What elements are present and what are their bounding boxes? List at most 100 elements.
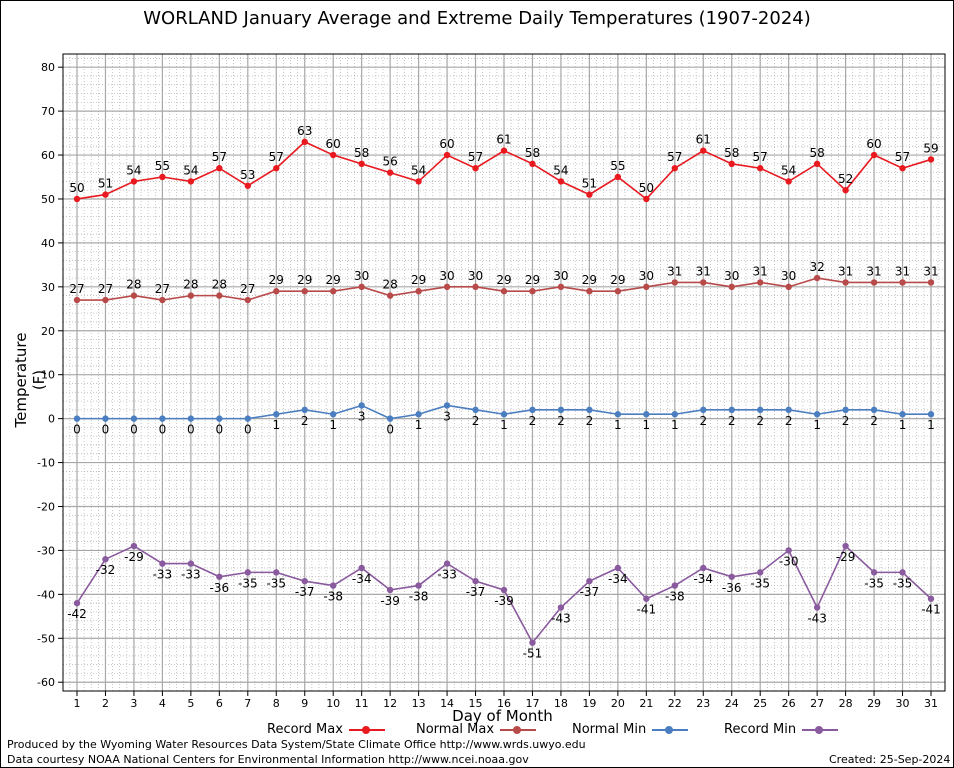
data-point-normal-max xyxy=(130,292,138,299)
data-point-record-max xyxy=(159,173,166,181)
data-label-record-min: -34 xyxy=(608,572,628,586)
data-label-normal-max: 29 xyxy=(411,273,426,287)
data-point-record-min xyxy=(73,599,81,607)
data-point-record-max xyxy=(728,160,735,168)
data-point-normal-max xyxy=(386,292,394,299)
data-label-normal-min: 0 xyxy=(102,423,110,437)
data-label-record-max: 58 xyxy=(724,146,739,160)
data-point-record-min xyxy=(159,560,166,567)
data-label-record-min: -35 xyxy=(266,576,286,590)
data-point-record-min xyxy=(899,569,906,576)
data-point-normal-min xyxy=(244,415,251,422)
y-tick-label: -20 xyxy=(37,500,55,513)
data-label-normal-max: 32 xyxy=(809,260,824,274)
data-point-normal-min xyxy=(671,411,678,418)
data-label-normal-min: 0 xyxy=(216,423,224,437)
footer-created-date: Created: 25-Sep-2024 xyxy=(829,753,951,766)
x-tick-label: 16 xyxy=(497,697,511,710)
data-label-record-max: 57 xyxy=(212,150,227,164)
data-label-record-min: -35 xyxy=(864,576,884,590)
data-label-normal-min: 2 xyxy=(529,414,537,428)
data-label-record-max: 57 xyxy=(753,150,768,164)
data-point-record-max xyxy=(899,165,906,172)
data-point-normal-max xyxy=(899,279,906,286)
data-point-record-min xyxy=(557,604,565,611)
data-point-normal-min xyxy=(273,411,280,418)
legend-item-record-min: Record Min xyxy=(724,722,839,737)
legend-marker-normal-min xyxy=(665,725,674,734)
data-point-normal-min xyxy=(728,406,735,414)
data-point-record-max xyxy=(216,165,223,172)
data-label-normal-min: 1 xyxy=(614,418,622,432)
data-point-normal-max xyxy=(102,296,109,304)
data-point-normal-min xyxy=(586,406,593,414)
data-label-normal-min: 2 xyxy=(699,414,707,428)
data-point-normal-min xyxy=(358,402,365,409)
data-label-normal-min: 2 xyxy=(728,414,736,428)
data-point-normal-max xyxy=(728,283,735,291)
data-label-record-max: 61 xyxy=(496,133,511,147)
data-point-normal-min xyxy=(330,411,337,418)
data-point-record-min xyxy=(785,547,792,554)
data-label-normal-min: 1 xyxy=(643,418,651,432)
data-point-normal-min xyxy=(899,411,906,418)
data-point-normal-max xyxy=(842,279,849,286)
data-label-record-max: 57 xyxy=(269,150,284,164)
data-label-record-min: -39 xyxy=(380,594,400,608)
data-label-record-max: 51 xyxy=(98,177,113,191)
data-label-record-min: -36 xyxy=(210,581,230,595)
data-point-normal-max xyxy=(870,279,878,286)
data-point-record-min xyxy=(728,573,735,580)
legend-marker-record-min xyxy=(815,725,824,734)
data-point-normal-min xyxy=(643,411,650,418)
data-point-record-min xyxy=(216,573,223,580)
data-point-normal-max xyxy=(244,296,251,304)
data-label-record-min: -42 xyxy=(67,607,87,621)
data-point-normal-max xyxy=(273,288,280,295)
y-tick-label: 50 xyxy=(41,193,55,206)
data-point-record-min xyxy=(757,569,764,576)
x-tick-label: 15 xyxy=(469,697,483,710)
x-tick-label: 20 xyxy=(611,697,625,710)
data-point-record-max xyxy=(785,178,792,185)
data-point-normal-min xyxy=(813,411,821,418)
legend-marker-normal-max xyxy=(513,725,522,734)
y-tick-label: 60 xyxy=(41,149,55,162)
data-point-record-max xyxy=(813,160,821,168)
data-point-record-max xyxy=(472,165,479,172)
x-tick-label: 5 xyxy=(187,697,194,710)
data-label-normal-max: 30 xyxy=(724,269,739,283)
data-label-record-min: -41 xyxy=(637,603,657,617)
y-tick-label: -60 xyxy=(37,676,55,689)
data-label-normal-max: 28 xyxy=(126,278,141,292)
legend-marker-record-max xyxy=(361,725,370,734)
data-point-record-max xyxy=(500,147,508,154)
data-point-normal-max xyxy=(358,283,365,291)
x-tick-label: 27 xyxy=(810,697,824,710)
x-tick-label: 18 xyxy=(554,697,568,710)
data-label-record-max: 57 xyxy=(468,150,483,164)
x-tick-label: 2 xyxy=(102,697,109,710)
y-tick-label: -40 xyxy=(37,588,55,601)
data-label-normal-max: 29 xyxy=(610,273,625,287)
data-point-record-max xyxy=(700,147,707,154)
data-label-normal-min: 2 xyxy=(785,414,793,428)
data-point-record-max xyxy=(870,151,878,159)
data-label-normal-max: 31 xyxy=(923,264,938,278)
x-tick-label: 17 xyxy=(525,697,539,710)
data-label-record-min: -37 xyxy=(295,585,315,599)
y-tick-label: 70 xyxy=(41,105,55,118)
data-point-record-max xyxy=(415,178,422,185)
data-point-normal-max xyxy=(927,279,935,286)
data-label-normal-min: 1 xyxy=(272,418,280,432)
x-tick-label: 24 xyxy=(725,697,739,710)
data-label-record-max: 61 xyxy=(696,133,711,147)
data-label-record-min: -43 xyxy=(551,612,571,626)
data-label-record-min: -41 xyxy=(921,603,941,617)
x-tick-label: 1 xyxy=(74,697,81,710)
data-point-record-min xyxy=(443,560,451,567)
data-point-record-min xyxy=(187,560,195,567)
data-label-normal-max: 31 xyxy=(667,264,682,278)
data-label-record-max: 58 xyxy=(809,146,824,160)
data-point-normal-min xyxy=(700,406,707,414)
